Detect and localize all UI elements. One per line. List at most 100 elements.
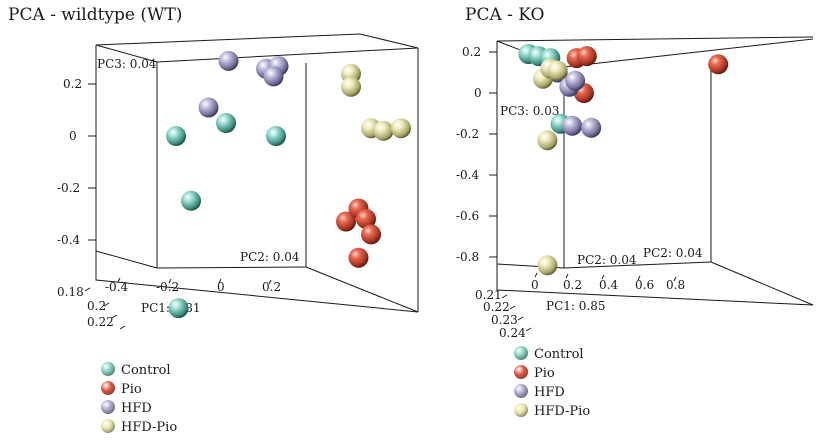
ko-pc2-tick: 0.8 — [666, 278, 685, 292]
ko-box-floor-front — [496, 264, 814, 306]
wt-box-floor-back — [156, 266, 307, 269]
wt-pc2-tick: 0.2 — [262, 280, 281, 294]
point-hfd-pio — [341, 76, 361, 97]
legend-ko: Control Pio HFD HFD-Pio — [514, 345, 590, 421]
point-hfd — [263, 66, 284, 87]
legend-label: HFD-Pio — [534, 404, 591, 419]
wt-box-back-top — [95, 33, 361, 46]
point-control — [181, 190, 201, 211]
point-pio — [336, 211, 356, 232]
ko-pc3-tick: -0.8 — [456, 250, 479, 264]
legend-item: Control — [514, 345, 590, 364]
legend-item: HFD-Pio — [514, 402, 590, 421]
ko-pc1-tick: 0.24 — [499, 326, 526, 340]
point-hfd — [565, 70, 586, 91]
ko-pc3-ticks — [489, 51, 497, 258]
point-pio — [356, 208, 376, 229]
ko-pc3-tick: -0.6 — [456, 209, 479, 223]
wt-pc1-ticks — [84, 287, 126, 330]
legend-swatch-icon — [101, 362, 115, 376]
legend-label: HFD-Pio — [121, 420, 178, 435]
point-pio — [708, 54, 729, 75]
wt-pc1-tick: 0.18 — [57, 285, 84, 299]
ko-pc2-tick: 0 — [531, 278, 539, 292]
point-pio — [348, 247, 369, 268]
legend-label: Pio — [534, 366, 555, 381]
point-control — [166, 126, 186, 146]
legend-wt: Control Pio HFD HFD-Pio — [101, 361, 177, 437]
ko-box-front-top — [563, 38, 814, 68]
wt-pc3-tick: 0.2 — [63, 77, 82, 91]
point-control — [266, 126, 286, 146]
legend-swatch-icon — [514, 346, 528, 360]
data-points — [166, 44, 729, 319]
legend-label: Control — [534, 347, 584, 362]
point-hfd — [581, 117, 602, 138]
ko-pc3-tick: -0.2 — [456, 127, 479, 141]
legend-item: HFD — [101, 399, 177, 418]
legend-label: HFD — [121, 401, 152, 416]
wt-pc2-tick: -0.2 — [156, 280, 179, 294]
legend-swatch-icon — [101, 419, 115, 433]
legend-swatch-icon — [101, 400, 115, 414]
ko-pc3-tick: 0 — [474, 86, 482, 100]
wt-pc3-tick: -0.2 — [57, 181, 80, 195]
ko-pc3-tick: 0.2 — [462, 45, 481, 59]
wt-pc3-tick: -0.4 — [57, 233, 81, 247]
legend-item: Pio — [101, 380, 177, 399]
wt-axes-box — [95, 33, 419, 313]
wt-box-floor-left — [95, 250, 158, 269]
wt-pc2-ticks — [117, 277, 272, 285]
ko-pc1-label: PC1: 0.85 — [546, 299, 605, 313]
ko-pc2-ticks — [534, 272, 677, 282]
ko-pc2-tick: 0.6 — [635, 278, 654, 292]
legend-label: Control — [121, 363, 171, 378]
legend-swatch-icon — [514, 403, 528, 417]
point-hfd — [562, 115, 583, 136]
ko-axes-box — [496, 36, 814, 306]
ko-pc2-tick: 0.2 — [563, 278, 582, 292]
point-hfd — [218, 50, 239, 71]
legend-swatch-icon — [101, 381, 115, 395]
chart-title-ko: PCA - KO — [465, 5, 545, 25]
chart-title-wt: PCA - wildtype (WT) — [8, 5, 183, 25]
legend-item: Pio — [514, 364, 590, 383]
wt-pc1-tick: 0.22 — [87, 315, 114, 329]
wt-pc3-ticks — [88, 83, 96, 241]
point-pio — [576, 46, 597, 67]
point-hfd-pio — [391, 118, 411, 139]
legend-label: Pio — [121, 382, 142, 397]
legend-item: HFD-Pio — [101, 418, 177, 437]
ko-pc2-label: PC2: 0.04 — [577, 253, 637, 267]
ko-box-floor-back — [563, 261, 712, 269]
ko-pc3-tick: -0.4 — [456, 168, 480, 182]
point-hfd-pio — [547, 60, 568, 81]
legend-label: HFD — [534, 385, 565, 400]
point-hfd-pio — [537, 130, 558, 151]
ko-pc1-ticks — [501, 294, 532, 332]
wt-pc3-tick: 0 — [69, 129, 77, 143]
wt-box-front-top — [156, 47, 419, 63]
wt-pc2-tick: -0.4 — [105, 280, 129, 294]
point-control — [216, 113, 236, 133]
legend-swatch-icon — [514, 384, 528, 398]
ko-pc3-label: PC3: 0.03 — [500, 104, 559, 118]
wt-pc2-label: PC2: 0.04 — [240, 250, 300, 264]
legend-item: HFD — [514, 383, 590, 402]
wt-box-floor-front — [95, 251, 419, 313]
legend-swatch-icon — [514, 365, 528, 379]
wt-box-back-left — [95, 44, 158, 63]
point-hfd-pio — [373, 120, 394, 141]
wt-box-floor-right — [305, 266, 419, 313]
ko-pc1-tick: 0.23 — [491, 313, 518, 327]
point-pio — [361, 224, 381, 245]
wt-pc3-label: PC3: 0.04 — [97, 57, 157, 71]
ko-box-back-top — [496, 36, 814, 42]
point-control — [168, 298, 189, 319]
wt-pc1-tick: 0.2 — [87, 299, 106, 313]
ko-pc2-label-extra: PC2: 0.04 — [643, 246, 703, 260]
point-hfd — [198, 97, 219, 118]
ko-pc1-tick: 0.21 — [475, 288, 502, 302]
point-hfd-pio — [537, 255, 558, 276]
